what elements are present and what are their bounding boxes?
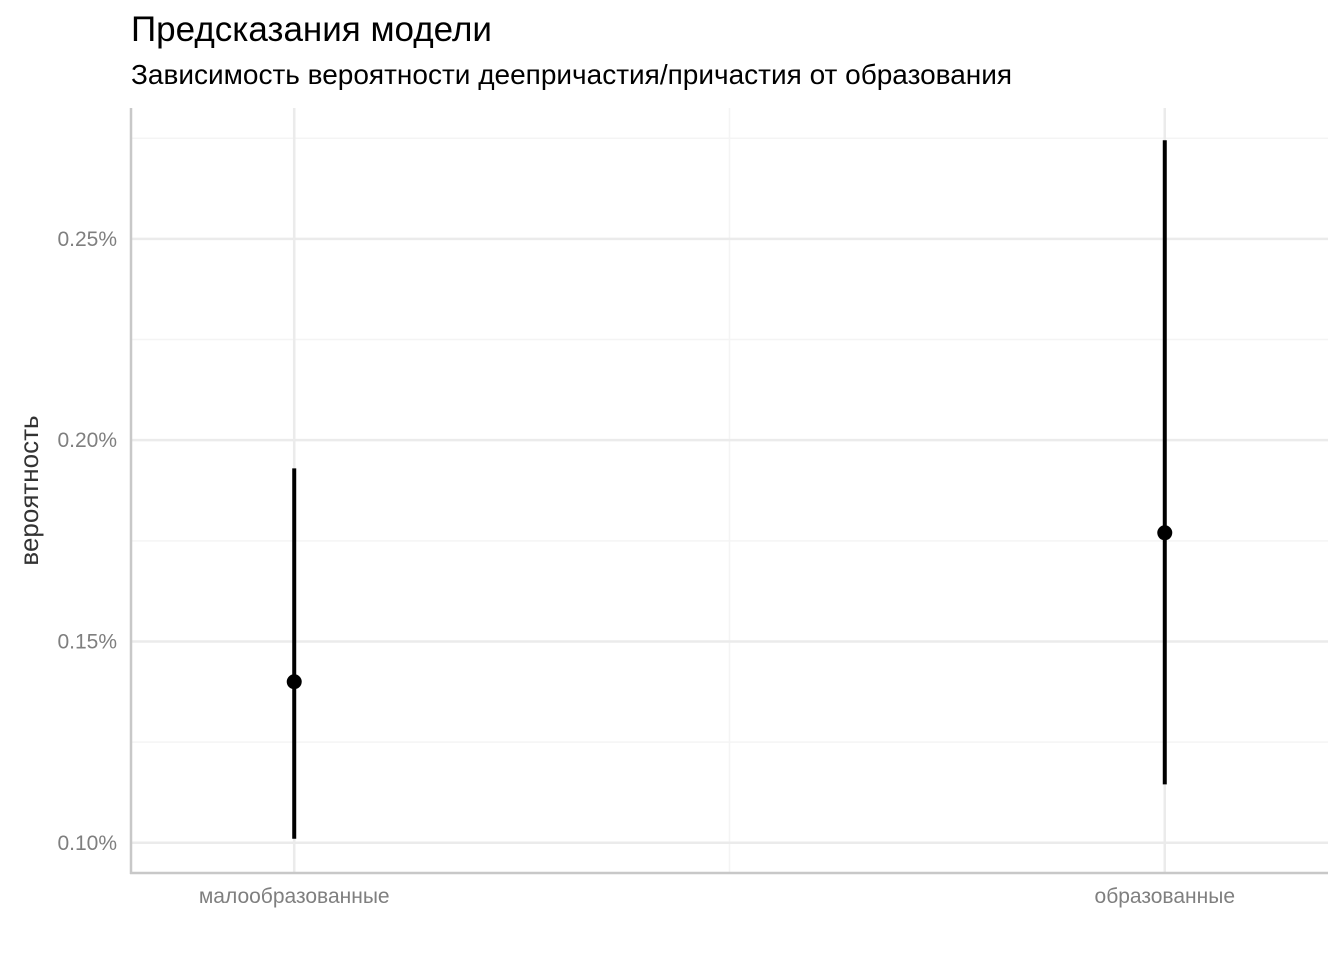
chart-subtitle: Зависимость вероятности деепричастия/при… xyxy=(131,59,1013,90)
x-tick-label: малообразованные xyxy=(199,885,390,908)
y-tick-label: 0.20% xyxy=(57,429,117,452)
x-tick-label: образованные xyxy=(1095,885,1235,908)
chart-title: Предсказания модели xyxy=(131,10,492,49)
data-point xyxy=(1157,525,1173,541)
y-tick-label: 0.15% xyxy=(57,630,117,653)
y-tick-label: 0.25% xyxy=(57,228,117,251)
data-point xyxy=(286,674,302,690)
y-tick-label: 0.10% xyxy=(57,832,117,855)
y-axis-title: вероятность xyxy=(14,415,44,565)
